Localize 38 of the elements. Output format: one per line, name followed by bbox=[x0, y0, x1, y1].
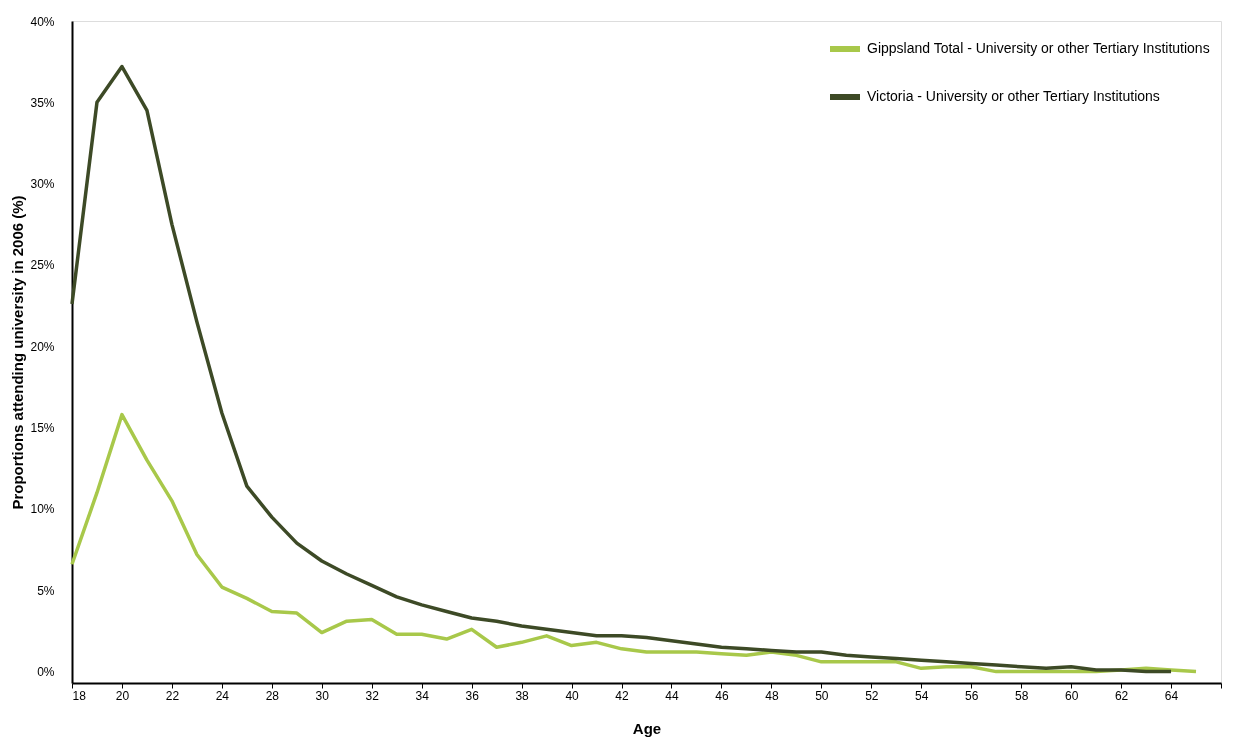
x-tick-label: 52 bbox=[865, 688, 879, 703]
y-tick-label: 10% bbox=[30, 502, 55, 517]
x-tick-label: 40 bbox=[565, 688, 580, 703]
x-axis-title: Age bbox=[632, 719, 662, 737]
x-tick-label: 30 bbox=[315, 688, 330, 703]
x-tick-label: 20 bbox=[115, 688, 130, 703]
legend-label: Gippsland Total - University or other Tertiary Institutions bbox=[867, 40, 1210, 56]
x-tick-label: 32 bbox=[365, 688, 380, 703]
line-series bbox=[70, 64, 1173, 674]
line-series bbox=[70, 412, 1198, 674]
x-tick-label: 36 bbox=[465, 688, 480, 703]
x-tick-label: 48 bbox=[765, 688, 779, 703]
x-tick-label: 18 bbox=[72, 688, 87, 703]
x-tick-label: 58 bbox=[1014, 688, 1029, 703]
x-tick-label: 60 bbox=[1064, 688, 1079, 703]
y-tick-label: 15% bbox=[30, 421, 55, 436]
x-tick-label: 64 bbox=[1164, 688, 1179, 703]
legend-label: Victoria - University or other Tertiary Institutions bbox=[867, 88, 1160, 104]
x-tick-label: 54 bbox=[915, 688, 929, 703]
x-tick-label: 62 bbox=[1114, 688, 1129, 703]
y-tick-label: 40% bbox=[30, 14, 55, 29]
y-tick-label: 30% bbox=[30, 177, 55, 192]
x-tick-label: 44 bbox=[665, 688, 679, 703]
x-tick-label: 22 bbox=[165, 688, 180, 703]
x-tick-label: 28 bbox=[265, 688, 280, 703]
x-tick-label: 50 bbox=[815, 688, 829, 703]
y-tick-label: 5% bbox=[37, 583, 55, 598]
y-tick-label: 25% bbox=[30, 258, 55, 273]
y-axis-title: Proportions attending university in 2006 (%) bbox=[9, 195, 27, 510]
x-tick-label: 46 bbox=[715, 688, 729, 703]
y-tick-label: 35% bbox=[30, 95, 55, 110]
x-tick-label: 42 bbox=[615, 688, 630, 703]
x-tick-label: 56 bbox=[965, 688, 979, 703]
y-tick-label: 0% bbox=[37, 665, 55, 680]
x-tick-label: 24 bbox=[215, 688, 230, 703]
x-tick-label: 34 bbox=[415, 688, 430, 703]
y-tick-label: 20% bbox=[30, 339, 55, 354]
x-tick-label: 38 bbox=[515, 688, 530, 703]
